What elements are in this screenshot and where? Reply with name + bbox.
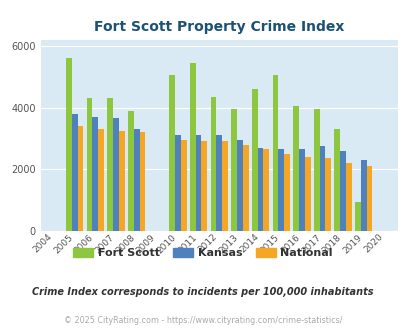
Text: © 2025 CityRating.com - https://www.cityrating.com/crime-statistics/: © 2025 CityRating.com - https://www.city… <box>64 315 341 325</box>
Bar <box>92 117 98 231</box>
Bar <box>119 131 124 231</box>
Bar <box>72 114 77 231</box>
Bar <box>313 109 319 231</box>
Bar <box>210 97 216 231</box>
Legend: Fort Scott, Kansas, National: Fort Scott, Kansas, National <box>69 243 336 262</box>
Bar <box>366 166 371 231</box>
Bar <box>195 135 201 231</box>
Bar <box>292 106 298 231</box>
Bar <box>360 160 366 231</box>
Bar <box>272 75 277 231</box>
Bar <box>77 126 83 231</box>
Bar <box>190 63 195 231</box>
Bar <box>237 140 242 231</box>
Bar <box>169 75 175 231</box>
Bar <box>304 157 310 231</box>
Bar <box>231 109 237 231</box>
Bar <box>263 149 269 231</box>
Bar <box>298 149 304 231</box>
Bar <box>354 202 360 231</box>
Text: Crime Index corresponds to incidents per 100,000 inhabitants: Crime Index corresponds to incidents per… <box>32 287 373 297</box>
Bar <box>139 132 145 231</box>
Bar <box>175 135 180 231</box>
Bar <box>319 146 324 231</box>
Bar <box>66 58 72 231</box>
Bar <box>133 129 139 231</box>
Bar <box>201 142 207 231</box>
Bar <box>180 140 186 231</box>
Bar <box>277 149 284 231</box>
Bar <box>251 89 257 231</box>
Bar <box>216 135 222 231</box>
Bar <box>334 129 339 231</box>
Bar <box>107 98 113 231</box>
Bar <box>98 129 104 231</box>
Bar <box>339 151 345 231</box>
Bar <box>284 154 289 231</box>
Bar <box>113 118 119 231</box>
Bar <box>242 145 248 231</box>
Title: Fort Scott Property Crime Index: Fort Scott Property Crime Index <box>94 20 343 34</box>
Bar <box>128 111 133 231</box>
Bar <box>222 142 227 231</box>
Bar <box>86 98 92 231</box>
Bar <box>324 158 330 231</box>
Bar <box>257 148 263 231</box>
Bar <box>345 163 351 231</box>
